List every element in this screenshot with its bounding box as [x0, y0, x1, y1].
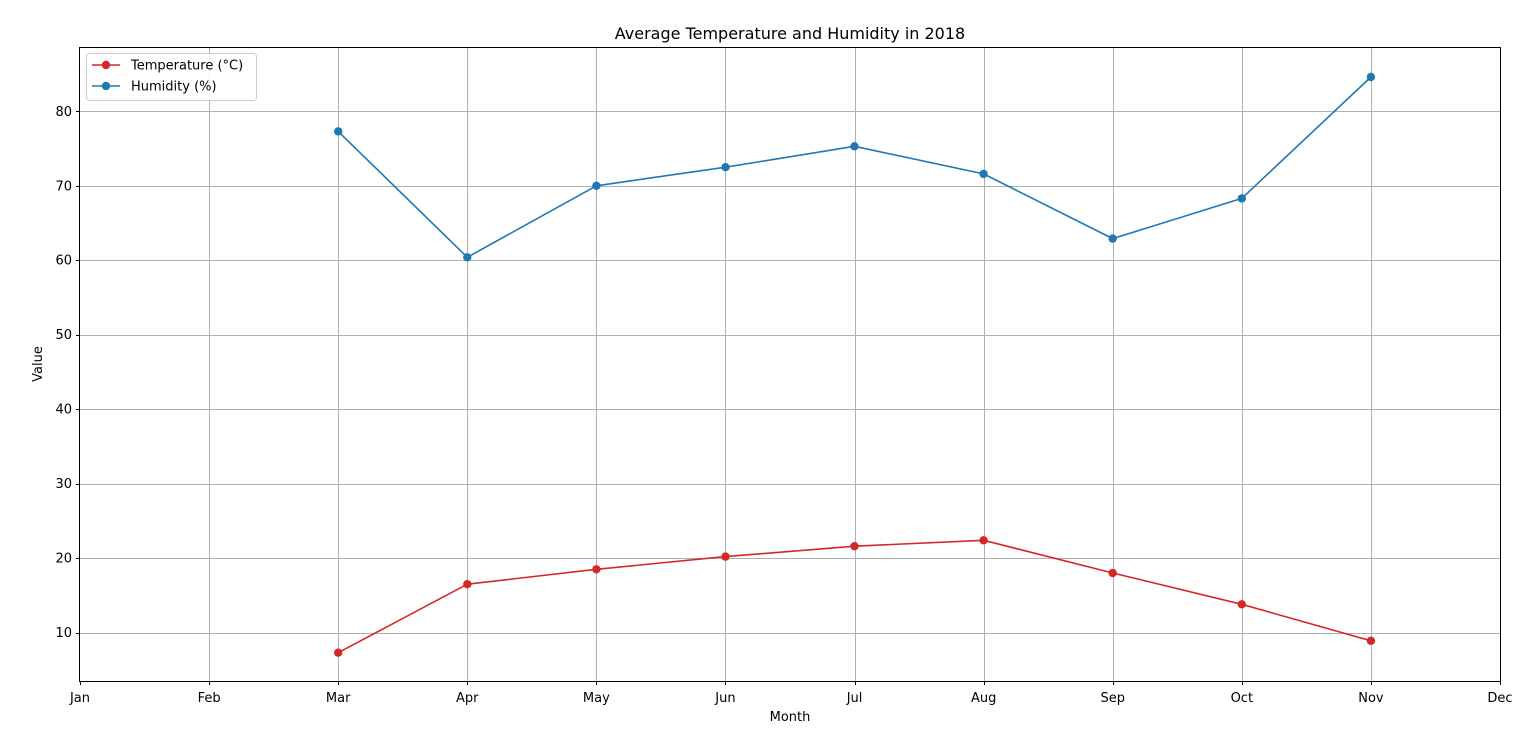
legend-label: Humidity (%) — [131, 80, 217, 95]
series-1 — [334, 72, 1376, 262]
ticks: Jan Feb Mar Apr May Jun Jul Aug Sep Oct Nov Dec 10 20… — [55, 105, 1512, 706]
data-point — [721, 163, 730, 172]
x-axis-title: Month — [770, 710, 811, 725]
legend-entry: Humidity (%) — [92, 80, 217, 95]
legend: Temperature (°C) Humidity (%) — [86, 53, 257, 101]
data-point — [850, 542, 859, 551]
series-layer — [334, 72, 1376, 657]
y-tick-label: 10 — [55, 626, 72, 641]
data-point — [592, 181, 601, 190]
data-point — [979, 536, 988, 545]
y-tick-label: 80 — [55, 105, 72, 120]
legend-box — [86, 53, 257, 101]
data-point — [1366, 636, 1376, 645]
y-axis-title: Value — [31, 346, 46, 382]
legend-label: Temperature (°C) — [130, 59, 243, 74]
y-tick-label: 70 — [55, 179, 72, 194]
data-point — [334, 127, 343, 136]
legend-marker — [101, 81, 111, 91]
y-tick-label: 50 — [55, 328, 72, 343]
data-point — [1237, 194, 1247, 203]
x-tick-label: Dec — [1487, 691, 1512, 706]
y-tick-label: 60 — [55, 254, 72, 269]
data-point — [463, 253, 472, 262]
x-tick-label: Feb — [198, 691, 221, 706]
data-point — [1108, 234, 1117, 243]
x-tick-label: Aug — [971, 691, 996, 706]
x-tick-label: May — [583, 691, 610, 706]
x-tick-label: Jul — [846, 691, 863, 706]
x-tick-label: Nov — [1358, 691, 1384, 706]
x-tick-label: Oct — [1231, 691, 1253, 706]
y-tick-label: 20 — [55, 552, 72, 567]
data-point — [592, 565, 601, 574]
data-point — [1108, 568, 1117, 578]
legend-entry: Temperature (°C) — [92, 59, 243, 74]
y-tick-label: 30 — [55, 477, 72, 492]
data-point — [850, 142, 859, 151]
data-point — [1366, 72, 1376, 82]
data-point — [979, 169, 988, 179]
x-tick-label: Apr — [456, 691, 479, 706]
data-point — [1237, 600, 1247, 609]
x-tick-label: Jan — [69, 691, 90, 706]
x-tick-label: Sep — [1100, 691, 1125, 706]
x-tick-label: Mar — [326, 691, 351, 706]
chart-title: Average Temperature and Humidity in 2018 — [615, 24, 965, 43]
y-tick-label: 40 — [55, 403, 72, 418]
data-point — [334, 648, 343, 657]
data-point — [721, 552, 730, 561]
data-point — [463, 580, 472, 589]
grid — [80, 48, 1500, 681]
series-0 — [334, 536, 1376, 657]
legend-marker — [101, 60, 111, 70]
plot-frame — [79, 47, 1501, 682]
x-tick-label: Jun — [714, 691, 735, 706]
